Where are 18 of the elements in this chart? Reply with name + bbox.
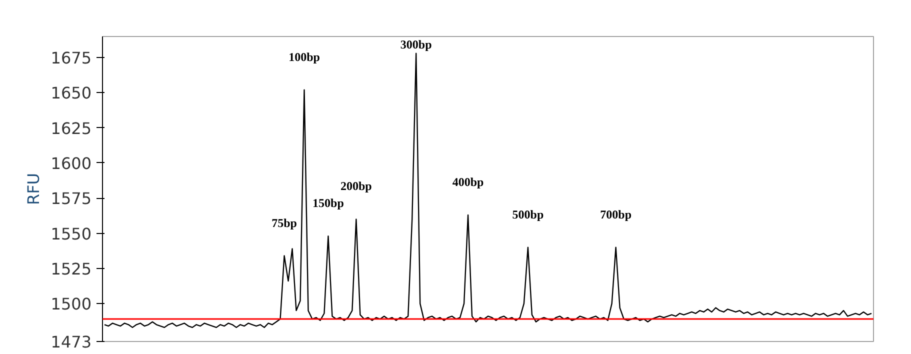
y-tick-label: 1500 [50,294,92,314]
y-tick-label: 1473 [50,332,92,352]
annotation: 700bp [600,207,632,222]
annotation: 150bp [312,196,344,210]
annotation: 300bp [400,37,432,52]
y-tick-label: 1625 [50,118,92,138]
annotation: 100bp [288,50,320,64]
y-axis-title: RFU [24,172,43,206]
y-tick-label: 1550 [50,224,92,244]
annotation: 400bp [452,175,484,189]
y-tick-label: 1575 [50,189,92,208]
annotation: 500bp [512,207,544,222]
annotation: 75bp [272,216,298,230]
y-tick-label: 1525 [50,259,92,278]
y-tick-label: 1650 [50,84,92,103]
annotation: 200bp [340,179,372,194]
y-tick-label: 1600 [50,154,92,173]
y-tick-label: 1675 [50,48,92,68]
